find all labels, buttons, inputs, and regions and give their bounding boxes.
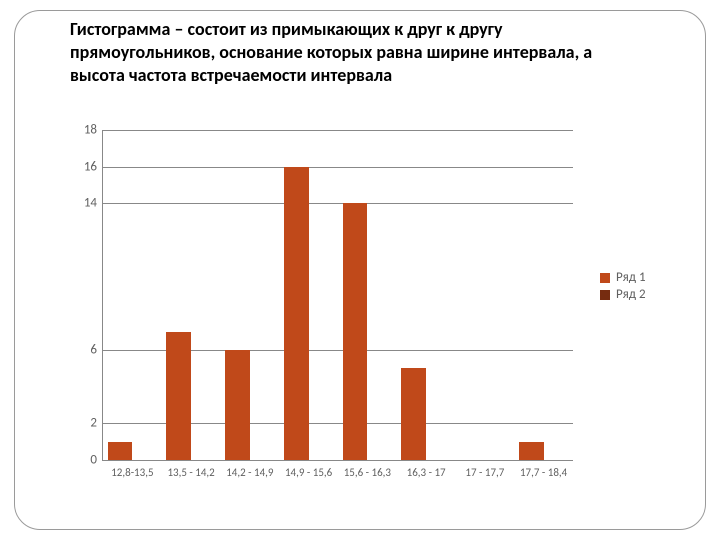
x-tick-label: 16,3 - 17 [397,466,456,479]
legend-item-1: Ряд 1 [600,270,700,285]
y-tick-label: 18 [69,123,97,138]
slide-title: Гистограмма – состоит из примыкающих к д… [70,18,650,87]
legend-swatch-2 [600,290,610,300]
bar-series-a [343,203,368,460]
bar-series-a [225,350,250,460]
x-tick-label: 12,8-13,5 [103,466,162,479]
x-tick-label: 14,9 - 15,6 [279,466,338,479]
x-tick-label: 14,2 - 14,9 [221,466,280,479]
legend-label-1: Ряд 1 [616,270,646,285]
bar-series-a [519,442,544,460]
legend: Ряд 1 Ряд 2 [600,270,700,304]
x-tick-label: 13,5 - 14,2 [162,466,221,479]
y-tick-label: 6 [69,343,97,358]
y-tick-label: 14 [69,196,97,211]
bar-series-a [108,442,133,460]
y-tick-label: 0 [69,453,97,468]
bar-series-a [284,167,309,460]
legend-label-2: Ряд 2 [616,287,646,302]
x-tick-label: 15,6 - 16,3 [338,466,397,479]
grid-line [103,130,573,131]
bar-series-a [401,368,426,460]
y-tick-label: 16 [69,159,97,174]
x-tick-label: 17 - 17,7 [456,466,515,479]
grid-line [103,203,573,204]
bar-series-a [166,332,191,460]
x-tick-label: 17,7 - 18,4 [514,466,573,479]
legend-swatch-1 [600,273,610,283]
y-tick-label: 2 [69,416,97,431]
grid-line [103,167,573,168]
legend-item-2: Ряд 2 [600,287,700,302]
histogram-chart: 0 2 6 14 16 18 12,8-13,513,5 - 14,214,2 - 14,9… [60,120,680,510]
plot-area: 02614161812,8-13,513,5 - 14,214,2 - 14,9… [102,130,573,461]
